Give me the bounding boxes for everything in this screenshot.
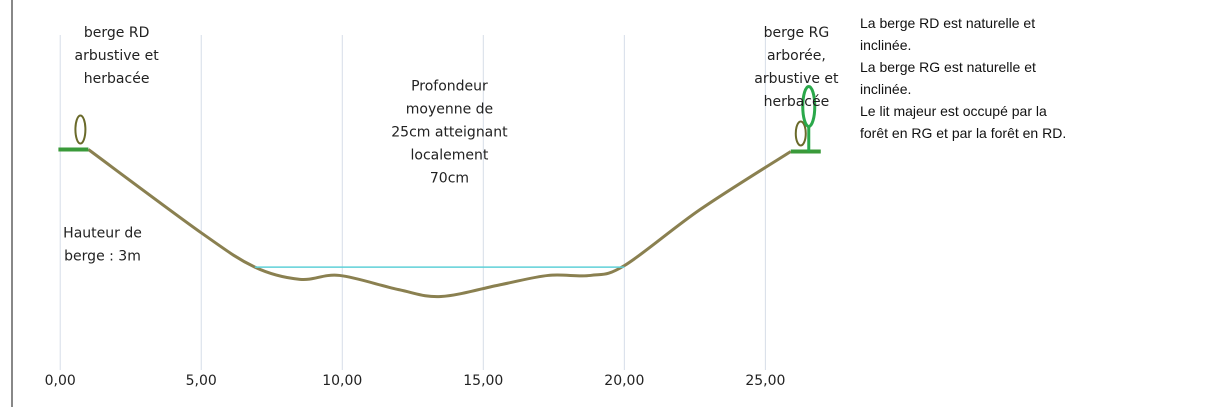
- annotation: arborée,: [767, 48, 826, 64]
- x-tick-label: 25,00: [745, 373, 785, 389]
- page: {"chart_data": {"type": "line", "xlim": …: [0, 0, 1211, 407]
- annotation: Hauteur de: [63, 226, 142, 242]
- annotation: berge : 3m: [64, 249, 141, 265]
- annotation: 70cm: [430, 171, 469, 187]
- annotation: herbacée: [764, 94, 830, 110]
- annotation: 25cm atteignant: [391, 125, 508, 141]
- x-tick-label: 15,00: [463, 373, 503, 389]
- annotation: moyenne de: [406, 102, 493, 118]
- side-text-line: Le lit majeur est occupé par la: [860, 100, 1200, 122]
- x-tick-label: 20,00: [604, 373, 644, 389]
- x-tick-label: 10,00: [322, 373, 362, 389]
- shrub: [75, 116, 85, 144]
- x-tick-label: 5,00: [186, 373, 217, 389]
- annotation: localement: [411, 148, 489, 164]
- side-text-line: inclinée.: [860, 78, 1200, 100]
- side-text-line: La berge RG est naturelle et: [860, 56, 1200, 78]
- side-text-line: La berge RD est naturelle et: [860, 12, 1200, 34]
- side-text-line: inclinée.: [860, 34, 1200, 56]
- x-tick-label: 0,00: [45, 373, 76, 389]
- chart: 0,00 5,00 10,00 15,00 20,00 25,00 berge RD arbu…: [0, 0, 850, 407]
- annotation: berge RG: [764, 25, 830, 41]
- annotation: arbustive et: [75, 48, 160, 64]
- shrub: [796, 121, 806, 145]
- annotation: berge RD: [84, 25, 149, 41]
- annotation: herbacée: [84, 71, 150, 87]
- annotation: arbustive et: [754, 71, 839, 87]
- annotation: Profondeur: [411, 79, 488, 95]
- side-text-line: forêt en RG et par la forêt en RD.: [860, 122, 1200, 144]
